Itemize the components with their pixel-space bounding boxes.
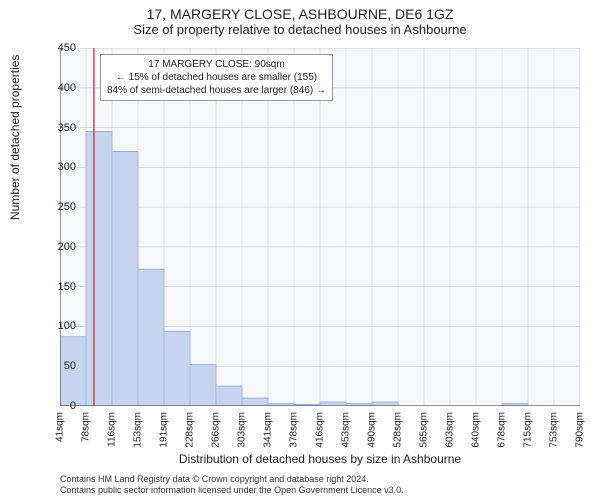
x-tick-label: 341sqm	[263, 412, 274, 448]
y-tick-label: 0	[40, 400, 76, 412]
x-tick-label: 640sqm	[471, 412, 482, 448]
x-tick-label: 41sqm	[55, 412, 66, 442]
x-tick-label: 603sqm	[445, 412, 456, 448]
x-tick-label: 453sqm	[341, 412, 352, 448]
y-tick-label: 100	[40, 320, 76, 332]
x-tick-label: 116sqm	[107, 412, 118, 447]
annotation-box: 17 MARGERY CLOSE: 90sqm ← 15% of detache…	[100, 54, 333, 101]
x-tick-label: 153sqm	[133, 412, 144, 448]
x-tick-label: 266sqm	[211, 412, 222, 448]
y-tick-label: 350	[40, 122, 76, 134]
x-axis-label: Distribution of detached houses by size …	[60, 452, 580, 466]
y-tick-label: 450	[40, 42, 76, 54]
x-tick-label: 678sqm	[497, 412, 508, 448]
y-tick-label: 300	[40, 161, 76, 173]
footer-line: Contains HM Land Registry data © Crown c…	[60, 474, 580, 485]
annotation-line: 84% of semi-detached houses are larger (…	[107, 84, 326, 97]
page-title: 17, MARGERY CLOSE, ASHBOURNE, DE6 1GZ	[0, 0, 600, 22]
x-tick-label: 790sqm	[575, 412, 586, 448]
x-tick-label: 378sqm	[289, 412, 300, 448]
y-tick-label: 50	[40, 360, 76, 372]
x-tick-label: 528sqm	[393, 412, 404, 448]
y-tick-label: 400	[40, 82, 76, 94]
histogram-chart	[60, 48, 580, 406]
y-axis-label: Number of detached properties	[8, 55, 22, 220]
x-tick-label: 565sqm	[419, 412, 430, 448]
x-tick-label: 416sqm	[315, 412, 326, 448]
footer-line: Contains public sector information licen…	[60, 485, 580, 496]
footer: Contains HM Land Registry data © Crown c…	[60, 474, 580, 497]
x-tick-label: 191sqm	[159, 412, 170, 448]
y-tick-label: 200	[40, 241, 76, 253]
x-tick-label: 303sqm	[237, 412, 248, 448]
x-tick-label: 753sqm	[549, 412, 560, 448]
chart-area: 17 MARGERY CLOSE: 90sqm ← 15% of detache…	[60, 48, 580, 406]
annotation-line: 17 MARGERY CLOSE: 90sqm	[107, 58, 326, 71]
x-tick-label: 490sqm	[367, 412, 378, 448]
y-tick-label: 150	[40, 281, 76, 293]
annotation-line: ← 15% of detached houses are smaller (15…	[107, 71, 326, 84]
x-tick-label: 228sqm	[185, 412, 196, 448]
x-tick-label: 715sqm	[523, 412, 534, 448]
x-tick-label: 78sqm	[81, 412, 92, 442]
page-subtitle: Size of property relative to detached ho…	[0, 22, 600, 37]
y-tick-label: 250	[40, 201, 76, 213]
